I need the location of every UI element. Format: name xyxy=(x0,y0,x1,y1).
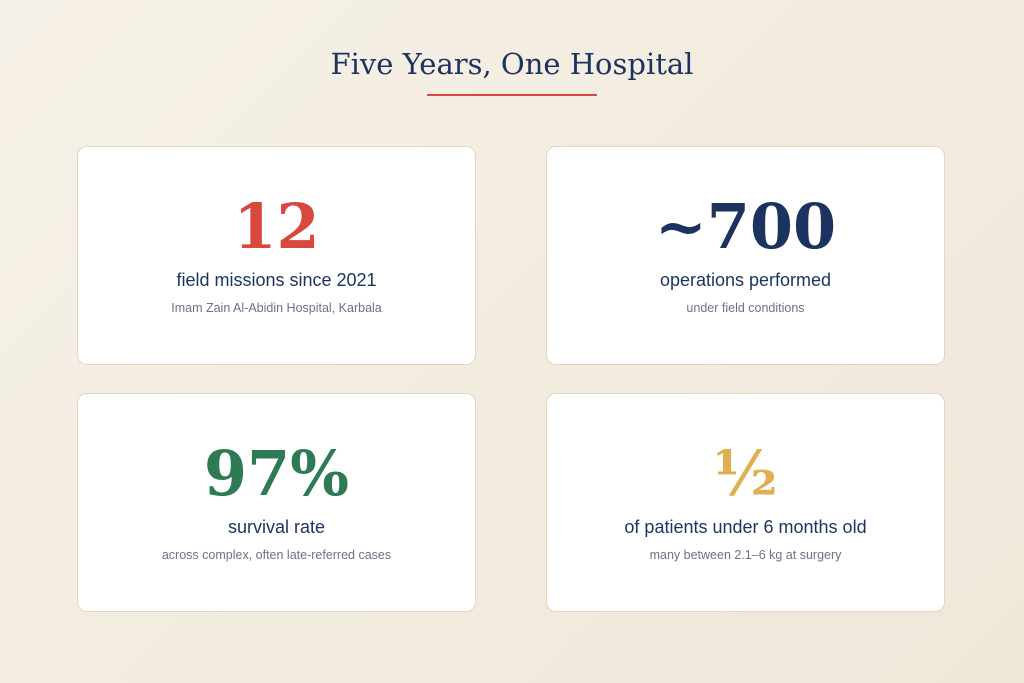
stat-note: under field conditions xyxy=(686,301,805,315)
stat-note: across complex, often late-referred case… xyxy=(161,548,392,562)
stat-card: 12 field missions since 2021 Imam Zain Al-… xyxy=(77,146,476,365)
stat-value: 12 xyxy=(233,190,320,263)
stat-note: many between 2.1–6 kg at surgery xyxy=(649,548,842,562)
stat-value: ~700 xyxy=(654,190,837,263)
stat-note: Imam Zain Al-Abidin Hospital, Karbala xyxy=(171,301,382,315)
stat-card: 97% survival rate across complex, often la… xyxy=(77,393,476,612)
stat-label: operations performed xyxy=(659,270,832,290)
page-title: Five Years, One Hospital xyxy=(330,47,694,81)
stat-value: ½ xyxy=(713,437,778,510)
stat-card: ½ of patients under 6 months old many betw… xyxy=(546,393,945,612)
stat-value: 97% xyxy=(203,437,350,510)
stat-card: ~700 operations performed under field cond… xyxy=(546,146,945,365)
stat-label: field missions since 2021 xyxy=(176,270,377,290)
stat-label: survival rate xyxy=(227,517,326,537)
stat-label: of patients under 6 months old xyxy=(624,517,867,537)
title-underline xyxy=(427,94,597,96)
